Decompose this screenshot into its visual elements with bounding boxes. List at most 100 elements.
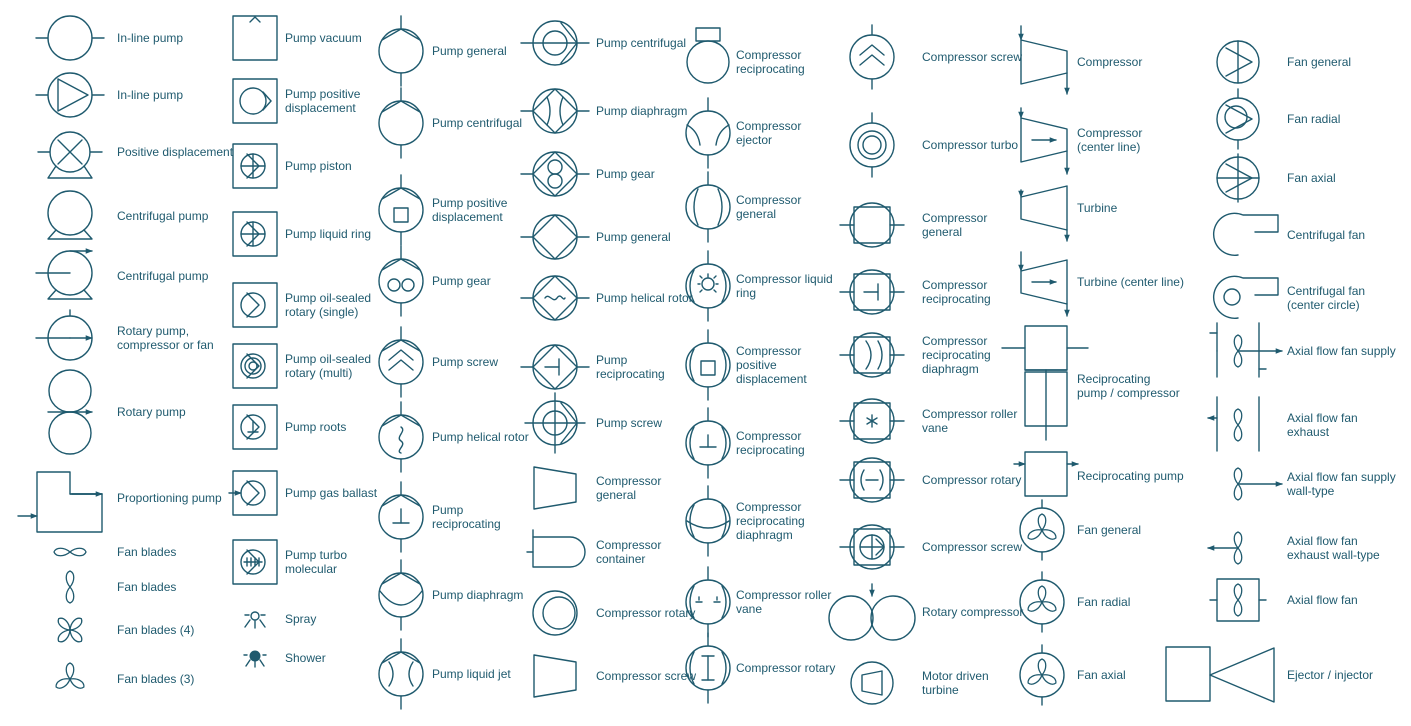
symbol-label: Compressor ejector bbox=[736, 119, 801, 147]
inline-pump-icon bbox=[35, 15, 105, 61]
symbol-label: In-line pump bbox=[117, 31, 183, 45]
compressor-roller-vane-box-icon bbox=[839, 398, 905, 444]
pump-turbo-molecular-icon bbox=[232, 539, 278, 585]
symbol-label: Reciprocating pump bbox=[1077, 469, 1184, 483]
symbol-label: Pump oil-sealed rotary (single) bbox=[285, 291, 371, 319]
symbol-label: Fan blades (3) bbox=[117, 672, 194, 686]
compressor-screw-box-icon bbox=[839, 524, 905, 570]
pump-oil-sealed-single-icon bbox=[232, 282, 278, 328]
compressor-general-box-icon bbox=[839, 202, 905, 248]
turbine-icon bbox=[1018, 185, 1070, 242]
compressor-reciprocating-circle-icon bbox=[685, 407, 731, 479]
pump-diaphragm-circle-icon bbox=[378, 559, 424, 631]
pump-helical-rotor-circle-icon bbox=[378, 401, 424, 473]
compressor-ejector-icon bbox=[685, 97, 731, 169]
proportioning-pump-icon bbox=[17, 471, 103, 533]
fan-axial-icon bbox=[1216, 153, 1260, 203]
pump-general-diamond-icon bbox=[520, 214, 590, 260]
pump-reciprocating-circle-icon bbox=[378, 481, 424, 553]
compressor-screw-circle-icon bbox=[849, 24, 895, 90]
compressor-rotary-icon bbox=[532, 590, 578, 636]
symbol-label: Pump roots bbox=[285, 420, 346, 434]
symbol-label: Positive displacement bbox=[117, 145, 234, 159]
symbol-label: Ejector / injector bbox=[1287, 668, 1373, 682]
axial-flow-fan-supply-wall-icon bbox=[1233, 467, 1283, 501]
symbol-label: Turbine (center line) bbox=[1077, 275, 1184, 289]
compressor-reciprocating-diaphragm-box-icon bbox=[839, 332, 905, 378]
turbine-center-line-icon bbox=[1018, 251, 1070, 317]
symbol-label: Fan blades (4) bbox=[117, 623, 194, 637]
symbol-label: Pump gear bbox=[596, 167, 655, 181]
symbol-label: Compressor screw bbox=[922, 540, 1022, 554]
fan-blades-4-icon bbox=[55, 615, 85, 645]
symbol-label: Pump screw bbox=[596, 416, 662, 430]
centrifugal-pump-outlet-icon bbox=[35, 248, 93, 300]
pump-screw-circle-icon bbox=[378, 326, 424, 398]
symbol-label: Compressor screw bbox=[922, 50, 1022, 64]
symbol-label: Pump diaphragm bbox=[596, 104, 687, 118]
symbol-label: Axial flow fan exhaust bbox=[1287, 411, 1358, 439]
reciprocating-pump-icon bbox=[1013, 451, 1079, 497]
symbol-label: Fan radial bbox=[1287, 112, 1340, 126]
pump-piston-icon bbox=[232, 143, 278, 189]
symbol-label: Pump positive displacement bbox=[285, 87, 361, 115]
symbol-label: Fan general bbox=[1077, 523, 1141, 537]
compressor-icon bbox=[1018, 25, 1070, 95]
symbol-label: Pump reciprocating bbox=[432, 503, 501, 531]
symbol-label: Pump liquid ring bbox=[285, 227, 371, 241]
pump-liquid-ring-icon bbox=[232, 211, 278, 257]
compressor-reciprocating-diaphragm-icon bbox=[685, 485, 731, 557]
symbol-label: In-line pump bbox=[117, 88, 183, 102]
compressor-general-circle-icon bbox=[685, 171, 731, 243]
centrifugal-pump-icon bbox=[47, 190, 93, 240]
pump-roots-icon bbox=[232, 404, 278, 450]
compressor-rotary-box-icon bbox=[839, 457, 905, 503]
symbol-label: Compressor general bbox=[596, 474, 661, 502]
symbol-label: Compressor reciprocating diaphragm bbox=[922, 334, 991, 376]
compressor-reciprocating-box-icon bbox=[839, 269, 905, 315]
symbol-label: Compressor reciprocating bbox=[736, 429, 805, 457]
symbol-label: Pump centrifugal bbox=[596, 36, 686, 50]
symbol-label: Pump screw bbox=[432, 355, 498, 369]
compressor-liquid-ring-icon bbox=[685, 250, 731, 322]
shower-icon bbox=[243, 650, 267, 668]
pump-screw-diamond-icon bbox=[524, 392, 586, 454]
symbol-label: Centrifugal fan bbox=[1287, 228, 1365, 242]
symbol-label: Pump general bbox=[432, 44, 507, 58]
symbol-label: Compressor general bbox=[736, 193, 801, 221]
rotary-pump-compressor-fan-icon bbox=[35, 309, 93, 361]
fan-general-circle-icon bbox=[1019, 499, 1065, 561]
symbol-label: Turbine bbox=[1077, 201, 1118, 215]
fan-radial-circle-icon bbox=[1019, 571, 1065, 633]
symbol-label: Spray bbox=[285, 612, 316, 626]
pump-liquid-jet-icon bbox=[378, 638, 424, 710]
pump-diaphragm-diamond-icon bbox=[520, 88, 590, 134]
symbol-label: Pump reciprocating bbox=[596, 353, 665, 381]
symbol-label: Compressor roller vane bbox=[736, 588, 831, 616]
compressor-center-line-icon bbox=[1018, 107, 1070, 175]
symbol-label: Rotary pump, compressor or fan bbox=[117, 324, 214, 352]
fan-blades-vertical-icon bbox=[65, 570, 75, 604]
centrifugal-fan-icon bbox=[1212, 212, 1279, 256]
symbol-label: Compressor positive displacement bbox=[736, 344, 807, 386]
symbol-label: Pump centrifugal bbox=[432, 116, 522, 130]
symbol-label: Compressor turbo bbox=[922, 138, 1018, 152]
compressor-rotary-circle-icon bbox=[685, 632, 731, 704]
symbol-label: Compressor screw bbox=[596, 669, 696, 683]
symbol-label: Pump helical rotor bbox=[432, 430, 529, 444]
symbol-label: Pump liquid jet bbox=[432, 667, 511, 681]
symbol-label: Compressor reciprocating bbox=[922, 278, 991, 306]
reciprocating-pump-compressor-icon bbox=[1001, 325, 1089, 441]
compressor-positive-displacement-icon bbox=[685, 329, 731, 401]
pump-oil-sealed-multi-icon bbox=[232, 343, 278, 389]
symbol-label: Centrifugal pump bbox=[117, 269, 209, 283]
pump-positive-displacement-circle-icon bbox=[378, 174, 424, 246]
symbol-label: Fan axial bbox=[1287, 171, 1336, 185]
pump-reciprocating-diamond-icon bbox=[520, 344, 590, 390]
compressor-reciprocating-tank-icon bbox=[686, 27, 730, 84]
axial-flow-fan-exhaust-icon bbox=[1207, 396, 1260, 452]
symbol-label: Centrifugal pump bbox=[117, 209, 209, 223]
compressor-turbo-icon bbox=[849, 112, 895, 178]
compressor-screw-trapezoid-icon bbox=[533, 654, 577, 698]
